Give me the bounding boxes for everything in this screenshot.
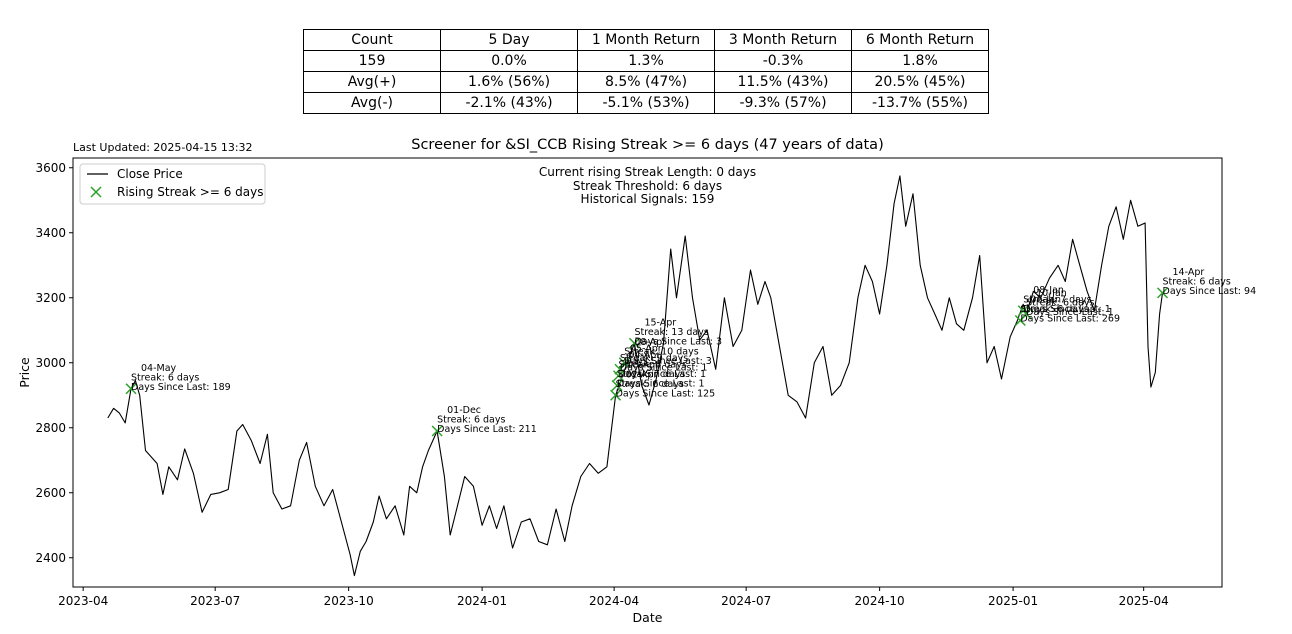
plot-frame [72, 157, 1223, 588]
annotation-streak: Streak: 10 days [624, 346, 698, 357]
y-tick-label: 3400 [35, 226, 66, 240]
stats-cell: -9.3% (57%) [714, 92, 852, 114]
annotation-date: 04-May [141, 363, 177, 374]
annotation-date: 14-Apr [1173, 267, 1205, 278]
current-streak-info: Current rising Streak Length: 0 days [538, 165, 757, 179]
annotation-date: 02-Apr [626, 369, 658, 380]
annotation-streak: Streak: 6 days [437, 415, 505, 426]
streak-marker [612, 370, 625, 382]
annotation-date: 08-Apr [634, 337, 666, 348]
annotation-date: 10-Jan [1036, 288, 1067, 299]
stats-cell: -2.1% (43%) [440, 92, 578, 114]
annotation-days-since: Days Since Last: 1 [620, 362, 708, 373]
y-tick-label: 3200 [35, 291, 66, 305]
annotation-date: 08-Jan [1033, 285, 1064, 296]
stats-table: Count 5 Day 1 Month Return 3 Month Return 6 … [303, 29, 989, 114]
legend-label-close: Close Price [117, 167, 183, 181]
x-tick-label: 2024-01 [457, 594, 507, 608]
annotation-days-since: Days Since Last: 3 [634, 336, 722, 347]
y-tick-label: 2600 [35, 486, 66, 500]
last-updated-label: Last Updated: 2025-04-15 13:32 [73, 141, 253, 154]
stats-cell: -5.1% (53%) [577, 92, 715, 114]
annotation-streak: Streak: 7 days [617, 369, 685, 380]
annotation-date: 06-Jan [1030, 295, 1061, 306]
stats-cell: Avg(-) [303, 92, 441, 114]
chart-title: Screener for &SI_CCB Rising Streak >= 6 … [411, 137, 884, 153]
stats-cell: 11.5% (43%) [714, 71, 852, 93]
annotation-streak: Streak: 6 days [616, 379, 684, 390]
stats-cell: 8.5% (47%) [577, 71, 715, 93]
annotation-streak: Streak: 8 days [618, 359, 686, 370]
stats-header-row: Count 5 Day 1 Month Return 3 Month Return 6 … [303, 29, 989, 51]
annotation-streak: Streak: 6 days [131, 372, 199, 383]
legend-marker-swatch [90, 186, 102, 198]
x-tick-label: 2024-04 [589, 594, 639, 608]
x-tick-label: 2023-07 [190, 594, 240, 608]
legend-label-streak: Rising Streak >= 6 days [117, 185, 263, 199]
annotation-date: 01-Dec [447, 405, 481, 416]
annotation-streak: Streak: 7 days [1023, 294, 1091, 305]
annotation-streak: Streak: 6 days [1026, 298, 1094, 309]
legend-box [79, 163, 266, 205]
streak-marker [614, 363, 626, 375]
y-tick-label: 2800 [35, 421, 66, 435]
annotation-streak: Streak: 6 days [1020, 304, 1088, 315]
stats-cell: 20.5% (45%) [851, 71, 989, 93]
annotation-streak: Streak: 6 days [1163, 276, 1231, 287]
streak-marker [1156, 287, 1169, 299]
annotation-days-since: Days Since Last: 1 [618, 369, 706, 380]
streak-marker [611, 379, 623, 392]
streak-marker [628, 337, 640, 349]
annotation-date: 04-Apr [628, 350, 660, 361]
annotation-days-since: Days Since Last: 3 [624, 356, 712, 367]
stats-cell: -13.7% (55%) [851, 92, 989, 114]
streak-marker [610, 389, 622, 401]
annotation-date: 05-Apr [630, 343, 662, 354]
x-tick-label: 2025-01 [988, 594, 1038, 608]
annotation-date: 15-Apr [644, 317, 676, 328]
y-tick-label: 2400 [35, 551, 66, 565]
streak-threshold-info: Streak Threshold: 6 days [572, 178, 723, 193]
annotation-days-since: Days Since Last: 269 [1020, 314, 1120, 325]
annotation-days-since: Days Since Last: 211 [437, 424, 537, 435]
x-tick-label: 2023-10 [324, 594, 374, 608]
stats-header-cell: 6 Month Return [851, 29, 989, 51]
x-tick-label: 2024-07 [721, 594, 771, 608]
y-axis-label: Price [17, 357, 32, 388]
annotation-days-since: Days Since Last: 1 [1023, 304, 1111, 315]
x-tick-label: 2023-04 [58, 594, 108, 608]
stats-row: Avg(-) -2.1% (43%) -5.1% (53%) -9.3% (57%) -… [303, 92, 989, 114]
annotation-streak: Streak: 13 days [634, 327, 708, 338]
annotation-days-since: Days Since Last: 94 [1163, 286, 1257, 297]
annotation-days-since: Days Since Last: 189 [131, 382, 231, 393]
stats-row: Avg(+) 1.6% (56%) 8.5% (47%) 11.5% (43%) 20.… [303, 71, 989, 93]
x-tick-label: 2025-04 [1119, 594, 1169, 608]
streak-marker [618, 357, 630, 369]
y-tick-label: 3000 [35, 356, 66, 370]
x-tick-label: 2024-10 [855, 594, 905, 608]
streak-marker [431, 425, 443, 437]
x-axis-label: Date [633, 610, 663, 625]
annotation-days-since: Days Since Last: 1 [617, 379, 705, 390]
annotation-days-since: Days Since Last: 125 [616, 388, 716, 399]
annotation-days-since: Days Since Last: 1 [1026, 307, 1114, 318]
streak-marker [1020, 308, 1032, 320]
streak-marker [125, 383, 137, 395]
close-price-line [107, 175, 1164, 577]
annotation-streak: Streak: 9 days [620, 353, 688, 364]
y-tick-label: 3600 [35, 161, 66, 175]
historical-signals-info: Historical Signals: 159 [580, 192, 715, 206]
annotation-date: 03-Apr [627, 360, 659, 371]
